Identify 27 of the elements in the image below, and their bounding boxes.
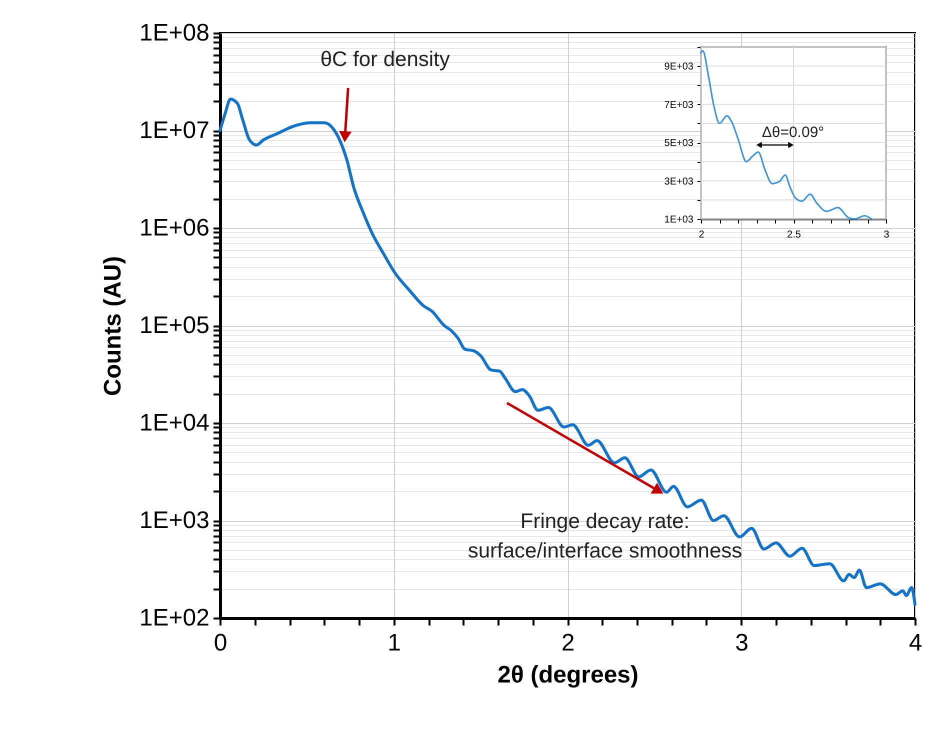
- x-tick-label: 3: [884, 230, 890, 240]
- y-tick-label: 1E+03: [139, 507, 210, 534]
- y-tick-label: 9E+03: [664, 62, 694, 73]
- x-tick-label: 1: [388, 630, 401, 656]
- annotation: θC for density: [320, 48, 450, 71]
- x-tick-label: 4: [908, 630, 922, 656]
- y-tick-label: 1E+07: [139, 117, 210, 144]
- annotation: Fringe decay rate: surface/interface smoothness: [468, 510, 742, 562]
- y-tick-label: 1E+06: [139, 214, 210, 242]
- y-tick-label: 1E+08: [139, 20, 210, 46]
- x-tick-label: 0: [214, 630, 228, 656]
- line-series: [700, 50, 872, 220]
- annotation: Δθ=0.09°: [762, 124, 824, 141]
- y-tick-label: 1E+05: [139, 312, 210, 339]
- x-tick-label: 2: [561, 630, 575, 656]
- x-tick-label: 2.5: [787, 230, 802, 240]
- y-tick-label: 3E+03: [664, 176, 694, 188]
- y-tick-label: 7E+03: [664, 100, 694, 111]
- y-tick-label: 1E+03: [664, 214, 694, 226]
- y-tick-label: 5E+03: [664, 138, 694, 150]
- y-tick-label: 1E+04: [139, 410, 210, 436]
- x-tick-label: 3: [735, 630, 748, 656]
- y-tick-label: 1E+02: [139, 604, 210, 632]
- x-tick-label: 2: [698, 230, 705, 240]
- y-axis-title: Counts (AU): [99, 256, 126, 396]
- line-series: [218, 98, 916, 606]
- x-axis-title: 2θ (degrees): [497, 662, 639, 688]
